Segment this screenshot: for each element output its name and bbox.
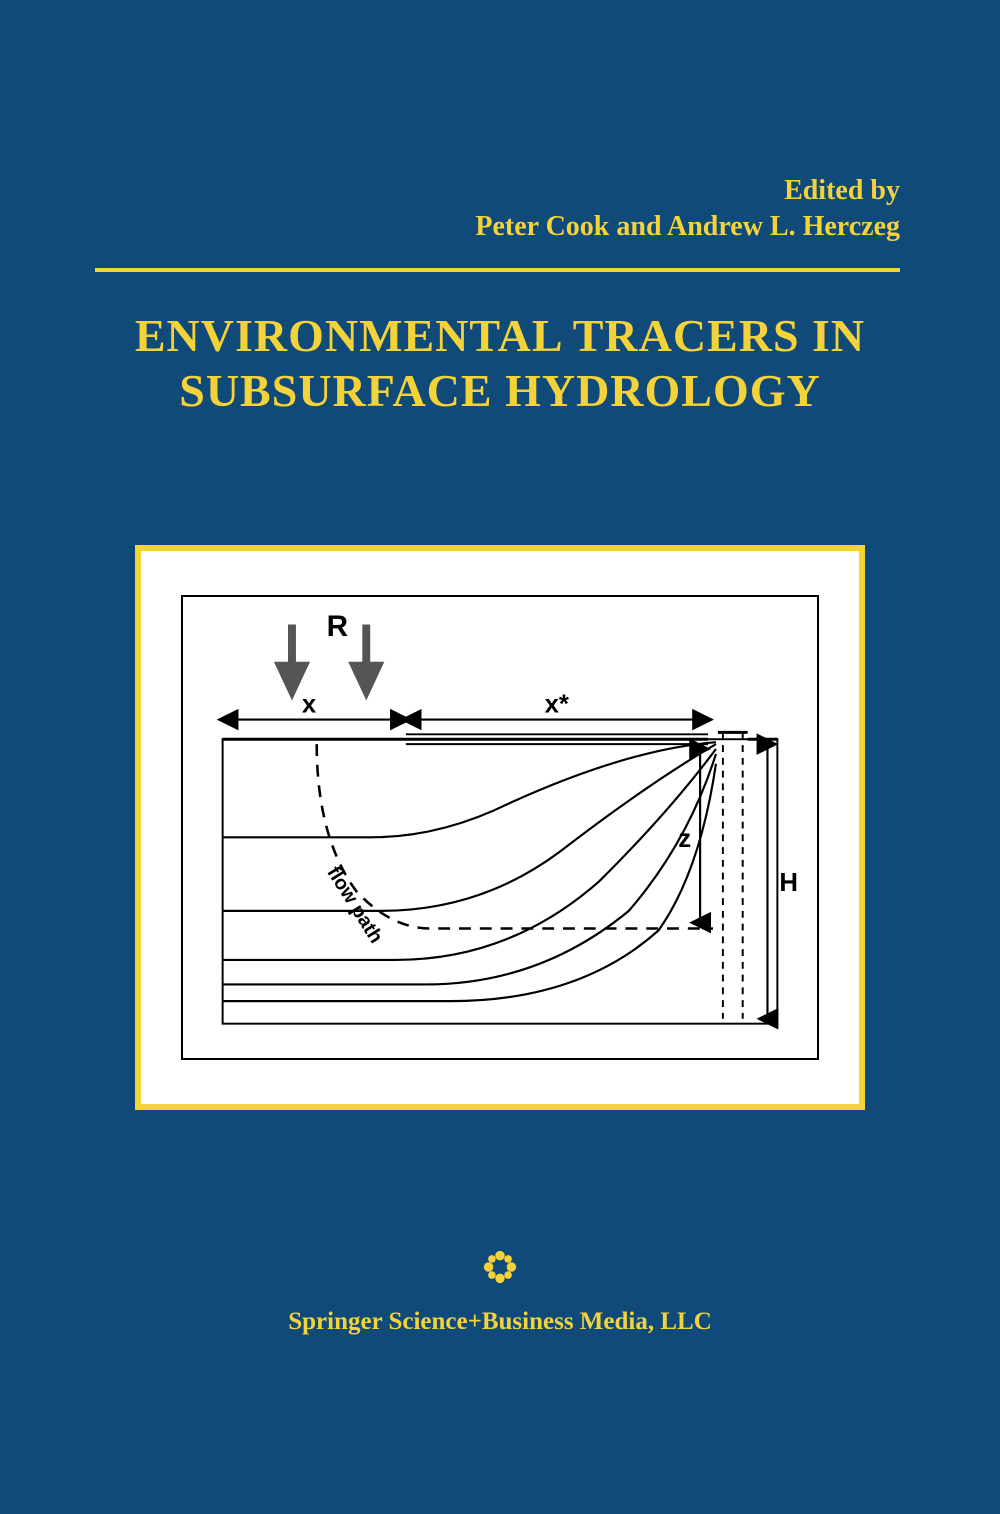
label-H: H [779, 869, 798, 897]
label-xstar: x* [545, 691, 569, 719]
label-flow-path: flow path [322, 863, 387, 948]
edited-by-label: Edited by [475, 175, 900, 207]
publisher-logo [0, 1248, 1000, 1291]
publisher-name: Springer Science+Business Media, LLC [0, 1308, 1000, 1336]
cover-figure-frame: R x x* [135, 545, 865, 1110]
label-R: R [327, 610, 348, 643]
label-x: x [302, 691, 317, 719]
editor-names: Peter Cook and Andrew L. Herczeg [475, 211, 900, 243]
editor-credit-block: Edited by Peter Cook and Andrew L. Hercz… [475, 175, 900, 243]
label-z: z [678, 825, 691, 853]
hydrology-diagram: R x x* [181, 595, 819, 1060]
title-line-2: SUBSURFACE HYDROLOGY [0, 363, 1000, 418]
book-title: ENVIRONMENTAL TRACERS IN SUBSURFACE HYDR… [0, 308, 1000, 418]
divider-rule [95, 268, 900, 272]
book-cover: Edited by Peter Cook and Andrew L. Hercz… [0, 0, 1000, 1514]
title-line-1: ENVIRONMENTAL TRACERS IN [0, 308, 1000, 363]
springer-flower-icon [481, 1248, 519, 1291]
